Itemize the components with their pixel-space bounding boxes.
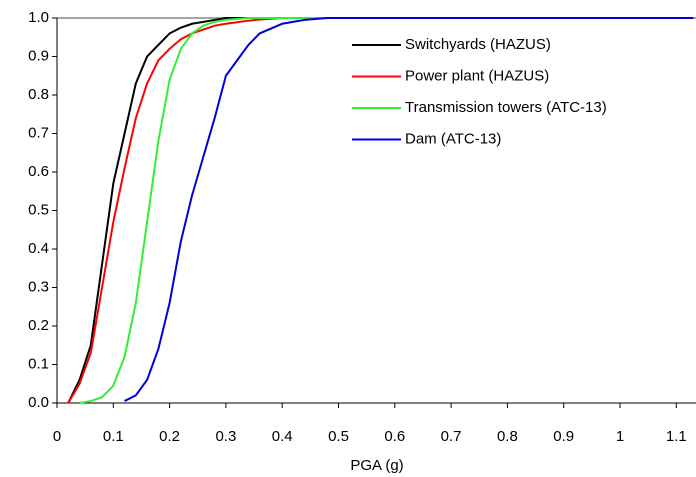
y-tick-label: 0.7 bbox=[28, 124, 49, 141]
y-tick-label: 0.1 bbox=[28, 355, 49, 372]
legend-label: Transmission towers (ATC-13) bbox=[405, 99, 607, 116]
x-tick-label: 0.4 bbox=[272, 428, 293, 445]
x-tick-label: 0.9 bbox=[553, 428, 574, 445]
data-line bbox=[124, 17, 694, 402]
x-tick-label: 0.1 bbox=[103, 428, 124, 445]
y-tick-label: 0.4 bbox=[28, 240, 49, 257]
data-line bbox=[79, 17, 694, 404]
y-tick-label: 0.6 bbox=[28, 163, 49, 180]
x-tick-label: 0.3 bbox=[215, 428, 236, 445]
x-tick-label: 0 bbox=[53, 428, 61, 445]
y-tick-label: 0.5 bbox=[28, 201, 49, 218]
x-tick-label: 1 bbox=[616, 428, 624, 445]
legend-label: Dam (ATC-13) bbox=[405, 130, 501, 147]
legend-label: Power plant (HAZUS) bbox=[405, 67, 549, 84]
y-tick-label: 0.0 bbox=[28, 394, 49, 411]
y-tick-label: 0.8 bbox=[28, 86, 49, 103]
x-tick-label: 0.7 bbox=[441, 428, 462, 445]
x-tick-label: 0.2 bbox=[159, 428, 180, 445]
x-tick-label: 0.5 bbox=[328, 428, 349, 445]
x-tick-label: 0.8 bbox=[497, 428, 518, 445]
x-tick-label: 1.1 bbox=[666, 428, 687, 445]
legend-label: Switchyards (HAZUS) bbox=[405, 36, 551, 53]
x-tick-label: 0.6 bbox=[384, 428, 405, 445]
x-axis-label: PGA (g) bbox=[350, 457, 403, 474]
y-tick-label: 0.3 bbox=[28, 278, 49, 295]
y-tick-label: 0.9 bbox=[28, 47, 49, 64]
y-tick-label: 0.2 bbox=[28, 317, 49, 334]
y-tick-label: 1.0 bbox=[28, 9, 49, 26]
